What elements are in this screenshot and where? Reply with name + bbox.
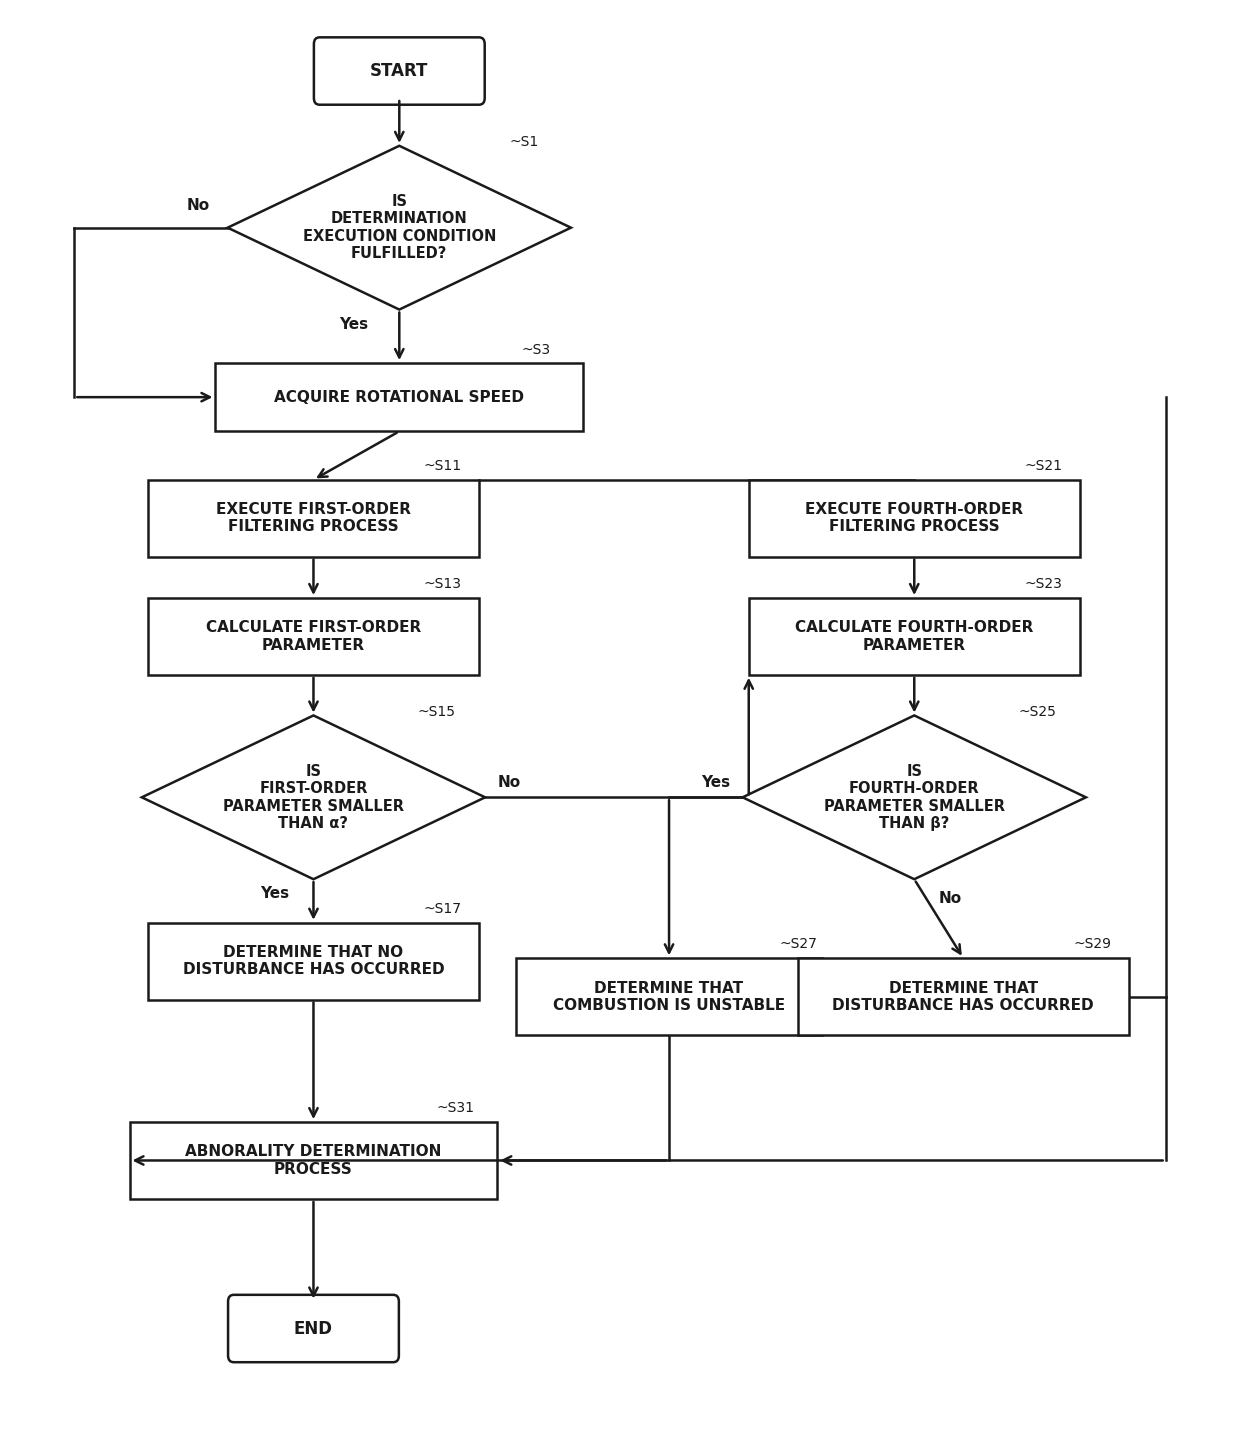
Text: CALCULATE FOURTH-ORDER
PARAMETER: CALCULATE FOURTH-ORDER PARAMETER [795, 620, 1033, 653]
Text: DETERMINE THAT
COMBUSTION IS UNSTABLE: DETERMINE THAT COMBUSTION IS UNSTABLE [553, 981, 785, 1012]
Text: IS
FOURTH-ORDER
PARAMETER SMALLER
THAN β?: IS FOURTH-ORDER PARAMETER SMALLER THAN β… [823, 764, 1004, 831]
Text: Yes: Yes [702, 775, 730, 791]
FancyBboxPatch shape [228, 1294, 399, 1362]
Text: ~S23: ~S23 [1024, 577, 1063, 591]
FancyBboxPatch shape [314, 37, 485, 105]
Bar [516, 958, 822, 1035]
Text: EXECUTE FIRST-ORDER
FILTERING PROCESS: EXECUTE FIRST-ORDER FILTERING PROCESS [216, 502, 410, 535]
Text: ~S3: ~S3 [522, 344, 551, 357]
Text: ~S13: ~S13 [424, 577, 461, 591]
Text: No: No [186, 198, 210, 213]
Text: ~S31: ~S31 [436, 1102, 474, 1114]
Text: END: END [294, 1320, 334, 1337]
Text: EXECUTE FOURTH-ORDER
FILTERING PROCESS: EXECUTE FOURTH-ORDER FILTERING PROCESS [805, 502, 1023, 535]
Polygon shape [228, 145, 570, 309]
Text: IS
FIRST-ORDER
PARAMETER SMALLER
THAN α?: IS FIRST-ORDER PARAMETER SMALLER THAN α? [223, 764, 404, 831]
Text: ~S1: ~S1 [510, 135, 539, 150]
Text: DETERMINE THAT NO
DISTURBANCE HAS OCCURRED: DETERMINE THAT NO DISTURBANCE HAS OCCURR… [182, 945, 444, 978]
Text: ~S21: ~S21 [1024, 459, 1063, 473]
Text: ACQUIRE ROTATIONAL SPEED: ACQUIRE ROTATIONAL SPEED [274, 390, 525, 404]
Text: No: No [497, 775, 521, 791]
Text: ~S11: ~S11 [424, 459, 463, 473]
Text: DETERMINE THAT
DISTURBANCE HAS OCCURRED: DETERMINE THAT DISTURBANCE HAS OCCURRED [832, 981, 1094, 1012]
Text: ~S29: ~S29 [1074, 938, 1112, 951]
Text: ~S27: ~S27 [780, 938, 817, 951]
Bar [148, 598, 479, 674]
Bar [148, 480, 479, 557]
Text: START: START [370, 62, 429, 81]
Polygon shape [743, 716, 1086, 879]
Text: ~S17: ~S17 [424, 902, 461, 916]
Text: Yes: Yes [260, 886, 289, 902]
Text: Yes: Yes [340, 316, 368, 332]
Text: ~S15: ~S15 [418, 705, 455, 719]
Bar [129, 1122, 497, 1199]
Text: IS
DETERMINATION
EXECUTION CONDITION
FULFILLED?: IS DETERMINATION EXECUTION CONDITION FUL… [303, 194, 496, 262]
Bar [749, 598, 1080, 674]
Bar [797, 958, 1128, 1035]
Polygon shape [141, 716, 485, 879]
Text: ~S25: ~S25 [1018, 705, 1056, 719]
Text: CALCULATE FIRST-ORDER
PARAMETER: CALCULATE FIRST-ORDER PARAMETER [206, 620, 422, 653]
Bar [216, 362, 583, 431]
Text: No: No [939, 890, 962, 906]
Text: ABNORALITY DETERMINATION
PROCESS: ABNORALITY DETERMINATION PROCESS [185, 1145, 441, 1176]
Bar [148, 923, 479, 999]
Bar [749, 480, 1080, 557]
